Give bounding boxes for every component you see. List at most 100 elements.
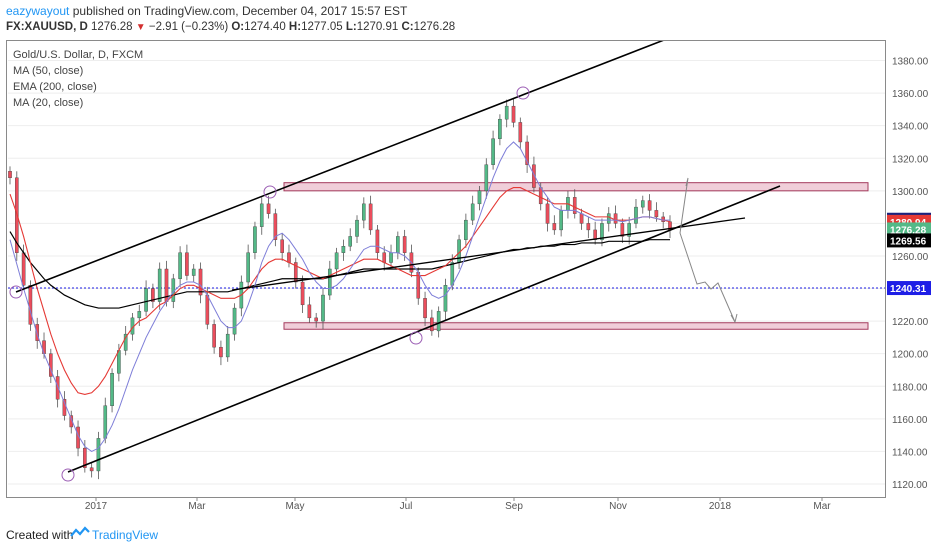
time-tick-label: Mar: [188, 501, 206, 512]
candle-body: [491, 138, 495, 165]
footer: Created with TradingView: [0, 520, 932, 550]
symbol-label: FX:XAUUSD, D: [6, 21, 88, 33]
support-resistance-zone: [283, 182, 869, 192]
candle-body: [647, 200, 652, 211]
pivot-circle: [516, 86, 530, 100]
low-label: L:: [345, 21, 357, 33]
candle-body: [436, 311, 441, 332]
time-tick-label: Jul: [399, 501, 413, 512]
candle-body: [416, 272, 421, 299]
candle-body: [307, 304, 312, 319]
candle-body: [246, 252, 250, 283]
candle-body: [579, 213, 584, 224]
candle-body: [157, 268, 162, 302]
candle-body: [198, 268, 203, 296]
candle-body: [89, 467, 94, 472]
down-arrow-icon: ▼: [135, 22, 146, 33]
candle-body: [55, 376, 60, 400]
chart-legend: Gold/U.S. Dollar, D, FXCM MA (50, close)…: [13, 47, 143, 111]
candle-body: [654, 210, 659, 218]
candle-body: [464, 219, 468, 240]
author-link[interactable]: eazywayout: [6, 4, 70, 18]
candle-body: [600, 223, 604, 240]
legend-item-ema200[interactable]: EMA (200, close): [13, 81, 97, 93]
candle-body: [321, 294, 325, 322]
candle-body: [69, 415, 74, 428]
trend-support-line: [231, 217, 746, 291]
candle-body: [334, 252, 339, 270]
candle-body: [470, 203, 475, 221]
chart-area[interactable]: [6, 40, 886, 498]
candle-body: [123, 333, 128, 351]
time-tick-label: Sep: [505, 501, 523, 512]
price-tick-label: 1380.00: [892, 57, 929, 68]
candle-body: [627, 223, 631, 237]
candle-body: [430, 317, 434, 332]
candle-body: [232, 307, 237, 335]
channel-lower-line: [67, 185, 781, 473]
legend-item-ma50[interactable]: MA (50, close): [13, 65, 84, 77]
legend-title: Gold/U.S. Dollar, D, FXCM: [13, 49, 144, 61]
candle-body: [287, 252, 291, 263]
price-tick-label: 1160.00: [892, 415, 928, 426]
time-tick-label: 2017: [84, 501, 108, 512]
tradingview-logo-icon: [70, 526, 90, 537]
candle-body: [205, 294, 210, 325]
candle-body: [110, 373, 114, 407]
candle-body: [293, 262, 298, 283]
candle-body: [362, 203, 366, 221]
pivot-circle: [263, 185, 277, 199]
candle-body: [396, 236, 400, 253]
candle-body: [185, 252, 189, 276]
price-tick-label: 1200.00: [892, 350, 929, 361]
candle-body: [280, 239, 284, 253]
candle-body: [191, 268, 196, 276]
price-tick-label: 1300.00: [892, 187, 929, 198]
candle-body: [552, 223, 557, 231]
candle-body: [484, 164, 489, 192]
high-value: 1277.05: [301, 21, 343, 33]
time-tick-label: Mar: [813, 501, 831, 512]
candle-body: [273, 213, 278, 240]
candle-body: [212, 324, 216, 348]
price-label: 1240.31: [890, 284, 927, 295]
candle-body: [545, 203, 550, 224]
price-tick-label: 1320.00: [892, 154, 929, 165]
open-value: 1274.40: [244, 21, 286, 33]
candle-body: [219, 346, 223, 358]
candle-body: [450, 262, 455, 286]
candle-body: [368, 203, 373, 231]
tradingview-brand-link[interactable]: TradingView: [92, 528, 159, 542]
candle-body: [382, 252, 387, 263]
ma20-line: [9, 141, 670, 452]
chart-header: eazywayout published on TradingView.com,…: [0, 0, 932, 40]
candle-body: [504, 105, 509, 120]
candle-body: [532, 164, 536, 188]
candle-body: [443, 285, 448, 312]
close-value: 1276.28: [413, 21, 456, 33]
candle-body: [620, 223, 625, 237]
pivot-circle: [409, 331, 423, 345]
candle-body: [640, 200, 645, 208]
time-tick-label: May: [285, 501, 305, 512]
candle-body: [225, 333, 230, 358]
pivot-circle: [9, 285, 23, 299]
candle-body: [586, 223, 591, 231]
legend-item-ma20[interactable]: MA (20, close): [13, 97, 84, 109]
candle-body: [21, 252, 26, 286]
forecast-arrow-head: [730, 313, 738, 324]
candle-body: [266, 203, 271, 214]
candle-body: [606, 213, 611, 224]
price-tick-label: 1140.00: [892, 447, 928, 458]
price-label-box: [887, 222, 931, 237]
publish-line: eazywayout published on TradingView.com,…: [6, 4, 407, 18]
candle-body: [355, 219, 359, 237]
candle-body: [559, 210, 563, 231]
candle-body: [8, 171, 12, 179]
candle-body: [423, 298, 427, 319]
published-text: published on TradingView.com, December 0…: [72, 4, 408, 18]
candle-body: [375, 229, 380, 253]
candle-body: [314, 317, 318, 322]
price-label: 1276.28: [890, 225, 927, 236]
